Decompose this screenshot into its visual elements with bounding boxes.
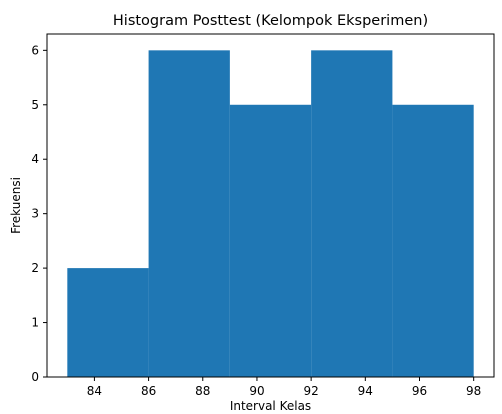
histogram-bar-5 (392, 104, 474, 378)
x-tick-label: 86 (141, 384, 156, 398)
x-tick-label: 94 (358, 384, 373, 398)
y-tick-label: 5 (31, 98, 39, 112)
y-axis: 0 1 2 3 4 5 6 (31, 43, 47, 384)
bars-group (67, 50, 474, 378)
y-axis-label: Frekuensi (9, 177, 23, 234)
chart-title: Histogram Posttest (Kelompok Eksperimen) (113, 13, 428, 29)
x-tick-label: 84 (87, 384, 102, 398)
y-tick-label: 1 (31, 316, 39, 330)
histogram-bar-1 (67, 268, 149, 377)
x-axis: 84 86 88 90 92 94 96 98 (87, 377, 481, 398)
plot-frame (46, 33, 495, 378)
y-tick-label: 2 (31, 261, 39, 275)
y-tick-label: 6 (31, 43, 39, 57)
histogram-bar-3 (229, 104, 312, 378)
x-tick-label: 90 (249, 384, 264, 398)
y-tick-label: 4 (31, 152, 39, 166)
x-tick-label: 98 (466, 384, 481, 398)
y-tick-label: 0 (31, 370, 39, 384)
histogram-bar-2 (148, 50, 230, 377)
x-tick-label: 88 (195, 384, 210, 398)
histogram-bar-4 (311, 50, 393, 377)
x-tick-label: 92 (303, 384, 318, 398)
x-axis-label: Interval Kelas (230, 399, 311, 413)
y-tick-label: 3 (31, 207, 39, 221)
x-tick-label: 96 (412, 384, 427, 398)
